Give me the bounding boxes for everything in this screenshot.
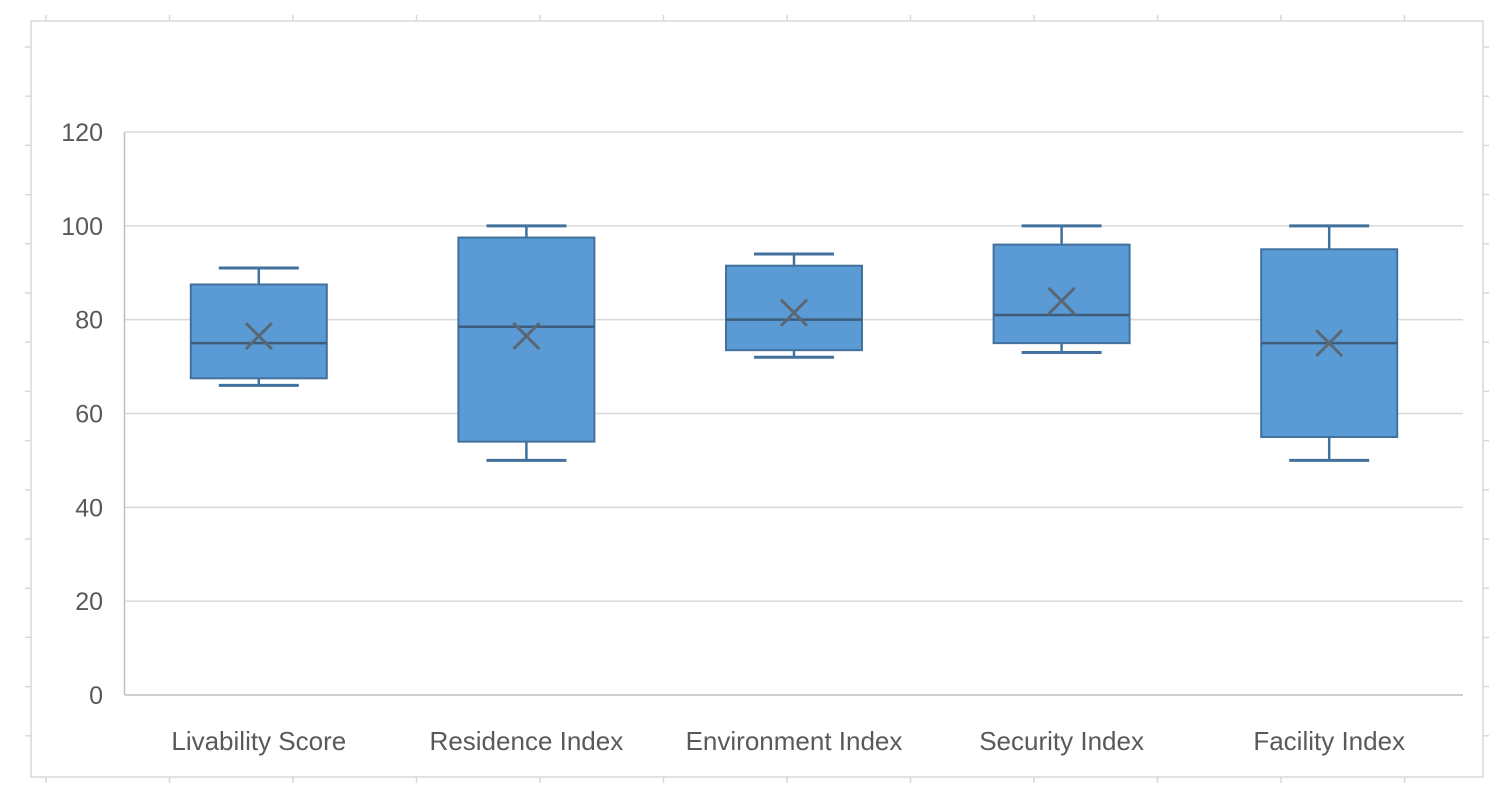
- x-axis-category-label: Environment Index: [686, 726, 903, 756]
- y-axis-tick-label-100: 100: [61, 213, 103, 241]
- box-environment-index: [725, 264, 863, 352]
- box-security-index: [992, 243, 1131, 345]
- y-axis-tick-label-40: 40: [75, 494, 103, 522]
- chart-frame-border: [30, 20, 1484, 778]
- y-axis-tick-label-20: 20: [75, 588, 103, 616]
- mean-marker-x: [779, 298, 809, 327]
- y-axis-tick-label-0: 0: [89, 682, 103, 710]
- x-axis-category-label: Livability Score: [171, 726, 346, 756]
- x-axis-category-label: Residence Index: [430, 726, 624, 756]
- x-axis-category-label: Security Index: [979, 726, 1144, 756]
- mean-marker-x: [1047, 286, 1076, 315]
- box-livability-score: [189, 283, 328, 380]
- y-axis-tick-label-80: 80: [75, 307, 103, 335]
- box-residence-index: [457, 236, 596, 443]
- mean-marker-x: [1315, 329, 1344, 358]
- x-axis-category-label: Facility Index: [1253, 726, 1405, 756]
- mean-marker-x: [512, 322, 541, 351]
- y-axis-tick-label-120: 120: [61, 119, 103, 147]
- y-axis-tick-label-60: 60: [75, 401, 103, 429]
- mean-marker-x: [244, 322, 273, 351]
